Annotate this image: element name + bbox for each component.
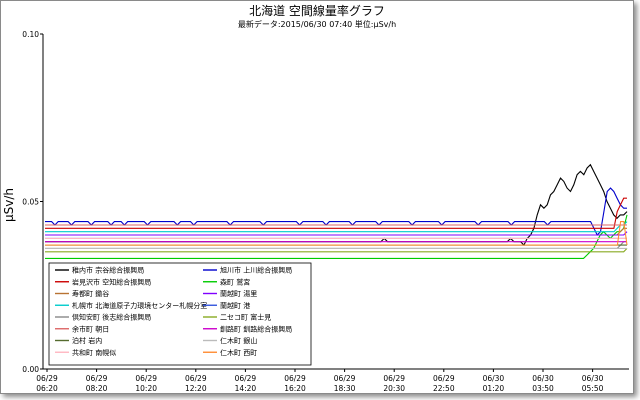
legend-label: 蘭越町 湯里 [220, 289, 257, 298]
legend-label: 仁木町 銀山 [220, 336, 257, 345]
x-tick-time: 03:50 [532, 384, 554, 393]
series-line [45, 197, 627, 229]
x-tick-date: 06/29 [86, 374, 108, 383]
legend-label: 余市町 朝日 [72, 324, 109, 333]
x-tick-date: 06/29 [284, 374, 306, 383]
series-line [45, 221, 628, 233]
series-line [45, 231, 628, 236]
x-tick-date: 06/29 [36, 374, 58, 383]
x-tick-time: 08:20 [86, 384, 108, 393]
legend-label: 札幌市 北海道原子力環境センター札幌分室 [72, 301, 207, 310]
legend-label: 寿都町 鋤谷 [72, 289, 109, 298]
series-line [45, 187, 627, 236]
x-tick-time: 10:20 [135, 384, 157, 393]
x-tick-date: 06/29 [135, 374, 157, 383]
x-tick-time: 20:30 [383, 384, 405, 393]
x-tick-time: 01:20 [483, 384, 505, 393]
legend-label: 森町 鷲宮 [220, 277, 250, 286]
series-line [45, 214, 628, 259]
series-line [45, 221, 628, 246]
x-tick-time: 12:20 [185, 384, 207, 393]
x-tick-time: 18:30 [334, 384, 356, 393]
y-tick-label: 0.10 [22, 30, 39, 39]
legend-label: 共和町 南幌似 [72, 348, 116, 357]
legend-box [48, 262, 312, 366]
x-tick-date: 06/29 [334, 374, 356, 383]
series-line [45, 163, 628, 247]
chart-title: 北海道 空間線量率グラフ [249, 3, 385, 18]
x-tick-time: 14:20 [235, 384, 257, 393]
legend-label: 旭川市 上川総合振興局 [220, 266, 292, 275]
plot-area: 0.000.050.1006/2906:2006/2908:2006/2910:… [22, 30, 629, 393]
legend-label: 岩見沢市 空知総合振興局 [72, 277, 151, 286]
legend-label: 泊村 岩内 [72, 336, 102, 345]
x-tick-date: 06/29 [235, 374, 257, 383]
x-tick-date: 06/30 [582, 374, 604, 383]
legend-label: 釧路町 釧路総合振興局 [220, 324, 292, 333]
x-tick-date: 06/30 [532, 374, 554, 383]
x-tick-time: 05:50 [582, 384, 604, 393]
chart-subtitle: 最新データ:2015/06/30 07:40 単位:μSv/h [238, 19, 396, 29]
y-tick-label: 0.05 [22, 198, 39, 207]
x-tick-date: 06/29 [383, 374, 405, 383]
chart-frame: 北海道 空間線量率グラフ 最新データ:2015/06/30 07:40 単位:μ… [0, 0, 634, 394]
x-tick-time: 22:50 [433, 384, 455, 393]
legend-label: 倶知安町 後志総合振興局 [72, 313, 151, 322]
legend-label: 二セコ町 富士見 [220, 313, 271, 322]
y-axis-label: μSv/h [2, 188, 16, 222]
legend-label: 仁木町 西町 [220, 348, 257, 357]
legend-label: 蘭越町 港 [220, 301, 250, 310]
x-tick-time: 16:20 [284, 384, 306, 393]
legend-label: 稚内市 宗谷総合振興局 [72, 266, 144, 275]
y-tick-label: 0.00 [22, 365, 39, 374]
series-line [45, 248, 628, 253]
x-tick-date: 06/29 [185, 374, 207, 383]
chart-canvas: 北海道 空間線量率グラフ 最新データ:2015/06/30 07:40 単位:μ… [2, 3, 629, 393]
x-tick-date: 06/30 [483, 374, 505, 383]
x-tick-time: 06:20 [36, 384, 58, 393]
x-tick-date: 06/29 [433, 374, 455, 383]
